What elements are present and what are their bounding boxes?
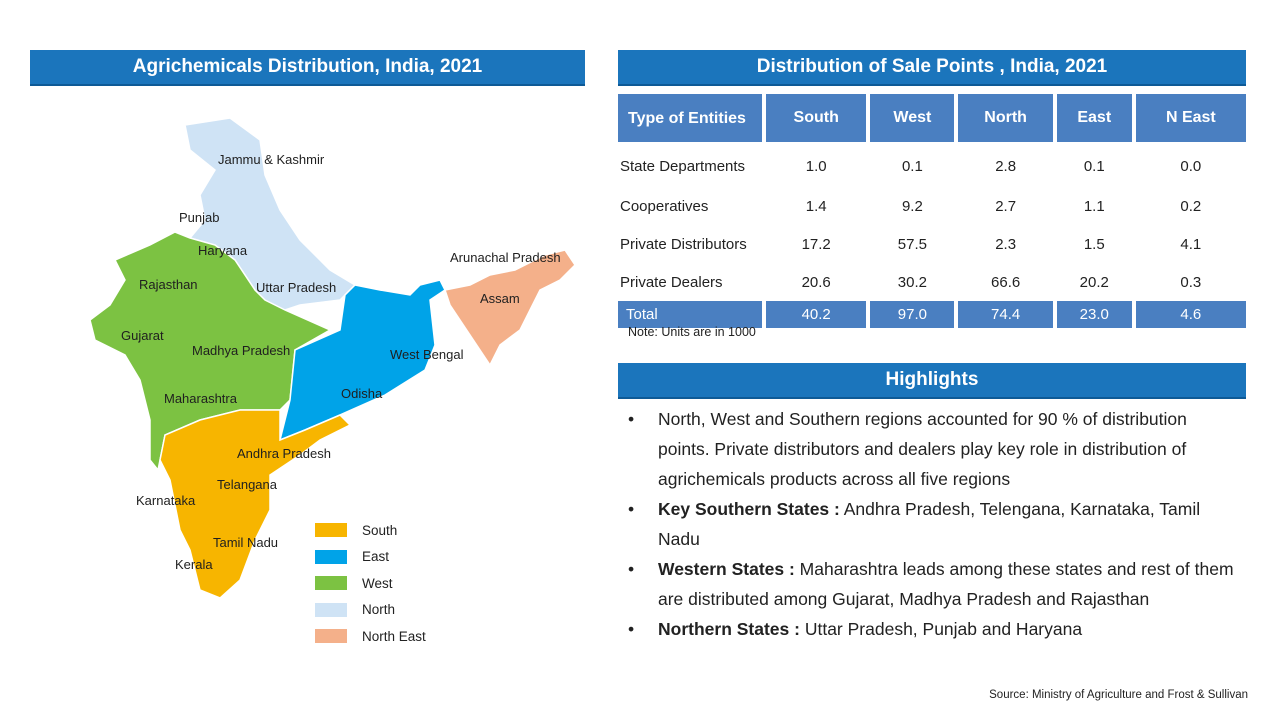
cell: 74.4 [958,298,1053,328]
state-label: Madhya Pradesh [192,343,291,358]
table-row: Cooperatives 1.4 9.2 2.7 1.1 0.2 [618,190,1246,222]
cell: 30.2 [897,273,927,291]
cell: 0.2 [1180,197,1202,215]
cell: 2.7 [995,197,1017,215]
legend-item-south: South [315,517,426,544]
highlights-list: North, West and Southern regions account… [622,404,1242,644]
cell: 0.1 [901,157,923,175]
table-header-row: Type of Entities South West North East N… [618,94,1246,142]
cell: 9.2 [901,197,923,215]
state-label: Jammu & Kashmir [218,152,325,167]
source-note: Source: Ministry of Agriculture and Fros… [989,689,1248,701]
highlight-item: North, West and Southern regions account… [622,404,1242,494]
cell: 20.2 [1079,273,1109,291]
state-label: Maharashtra [164,391,237,406]
cell: 4.6 [1135,298,1246,328]
legend-label: North [362,602,396,618]
column-header: West [870,94,955,142]
state-label: Rajasthan [139,277,198,292]
table-note: Note: Units are in 1000 [628,325,756,339]
state-label: Assam [480,291,520,306]
legend-item-north: North [315,597,426,624]
cell: 4.1 [1180,235,1202,253]
cell: 0.3 [1180,273,1202,291]
cell: 20.6 [801,273,831,291]
legend-item-west: West [315,570,426,597]
map-legend: South East West North North East [315,517,426,650]
state-label: Punjab [179,210,220,225]
state-label: Karnataka [136,493,196,508]
highlight-item: Western States : Maharashtra leads among… [622,554,1242,614]
state-label: Odisha [341,386,383,401]
legend-label: North East [362,628,426,644]
cell: 0.0 [1180,157,1202,175]
cell: 2.3 [995,235,1017,253]
cell: 1.4 [805,197,827,215]
sale-points-table: Type of Entities South West North East N… [614,94,1250,328]
cell: 1.0 [805,157,827,175]
table-row: Private Dealers 20.6 30.2 66.6 20.2 0.3 [618,266,1246,298]
column-header: North [958,94,1053,142]
column-header: Type of Entities [618,94,762,142]
cell: 66.6 [991,273,1021,291]
region-east [278,279,446,442]
highlight-item: Northern States : Uttar Pradesh, Punjab … [622,614,1242,644]
state-label: Kerala [175,557,213,572]
state-label: Andhra Pradesh [237,446,331,461]
cell: 40.2 [766,298,867,328]
legend-item-east: East [315,544,426,571]
cell: Private Distributors [620,235,747,253]
state-label: Tamil Nadu [213,535,279,550]
table-row: Private Distributors 17.2 57.5 2.3 1.5 4… [618,222,1246,266]
cell: Total [618,298,762,328]
cell: 17.2 [801,235,831,253]
state-label: Arunachal Pradesh [450,250,561,265]
state-label: Uttar Pradesh [256,280,337,295]
highlight-item: Key Southern States : Andhra Pradesh, Te… [622,494,1242,554]
cell: 23.0 [1056,298,1132,328]
highlights-title: Highlights [618,363,1246,399]
cell: 1.5 [1083,235,1105,253]
state-label: Telangana [217,477,277,492]
table-total-row: Total 40.2 97.0 74.4 23.0 4.6 [618,298,1246,328]
cell: 1.1 [1083,197,1105,215]
map-title: Agrichemicals Distribution, India, 2021 [30,50,585,86]
legend-label: East [362,549,390,565]
table-row: State Departments 1.0 0.1 2.8 0.1 0.0 [618,142,1246,190]
state-label: West Bengal [390,347,464,362]
column-header: N East [1135,94,1246,142]
cell: Cooperatives [620,197,709,215]
column-header: South [766,94,867,142]
cell: 2.8 [995,157,1017,175]
region-south [159,409,352,599]
region-north-east [444,249,576,367]
cell: 97.0 [870,298,955,328]
column-header: East [1056,94,1132,142]
state-label: Gujarat [121,328,164,343]
cell: 57.5 [897,235,927,253]
cell: Private Dealers [620,273,723,291]
legend-label: West [362,575,393,591]
legend-label: South [362,522,398,538]
table-title: Distribution of Sale Points , India, 202… [618,50,1246,86]
cell: 0.1 [1083,157,1105,175]
state-label: Haryana [198,243,248,258]
legend-item-north-east: North East [315,623,426,650]
cell: State Departments [620,157,746,175]
